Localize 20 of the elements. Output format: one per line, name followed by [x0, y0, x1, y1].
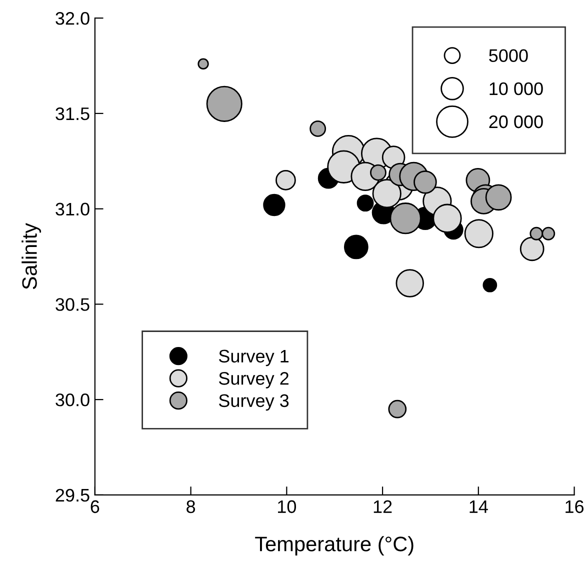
x-tick-label: 8: [186, 500, 196, 514]
legend-label: 10 000: [490, 82, 543, 96]
legend-label: Survey 2: [218, 372, 288, 388]
x-tick-label: 16: [566, 500, 584, 514]
x-tick-label: 10: [278, 500, 296, 514]
legend-label: 5000: [489, 49, 528, 62]
y-tick-label: 32.0: [56, 12, 90, 25]
x-axis-title: Temperature (°C): [255, 536, 414, 556]
legend-label: 20 000: [489, 115, 543, 128]
y-tick-label: 29.5: [56, 488, 90, 502]
legend-label: Survey 3: [218, 394, 289, 411]
x-tick-label: 14: [470, 500, 488, 513]
y-tick-label: 31.5: [56, 107, 90, 120]
x-tick-label: 12: [374, 500, 392, 513]
y-tick-label: 31.0: [56, 202, 90, 216]
x-tick-label: 6: [90, 500, 100, 514]
y-tick-label: 30.0: [56, 394, 90, 406]
y-tick-label: 30.5: [56, 298, 90, 311]
y-axis-title: Salinity: [22, 222, 42, 290]
legend-label: Survey 1: [218, 350, 289, 366]
